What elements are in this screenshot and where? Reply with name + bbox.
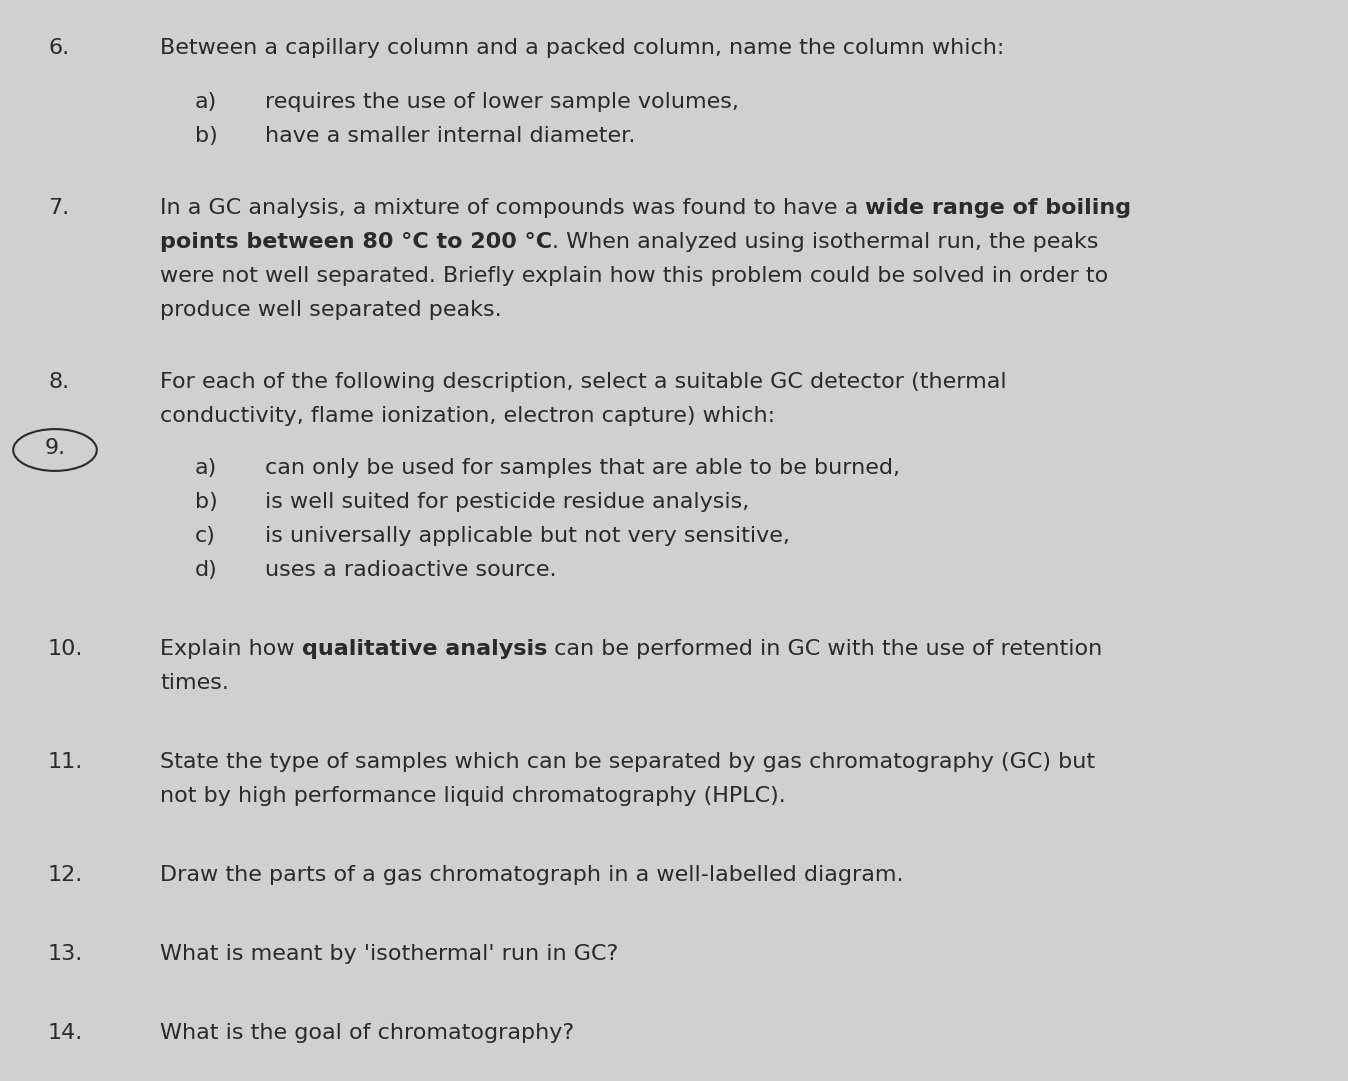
Text: 8.: 8.: [49, 372, 69, 392]
Text: requires the use of lower sample volumes,: requires the use of lower sample volumes…: [266, 92, 739, 112]
Text: b): b): [195, 492, 218, 512]
Text: For each of the following description, select a suitable GC detector (thermal: For each of the following description, s…: [160, 372, 1007, 392]
Text: 7.: 7.: [49, 198, 69, 218]
Text: is universally applicable but not very sensitive,: is universally applicable but not very s…: [266, 526, 790, 546]
Text: 9.: 9.: [44, 438, 66, 458]
Text: In a GC analysis, a mixture of compounds was found to have a: In a GC analysis, a mixture of compounds…: [160, 198, 865, 218]
Text: c): c): [195, 526, 216, 546]
Text: times.: times.: [160, 673, 229, 693]
Text: What is the goal of chromatography?: What is the goal of chromatography?: [160, 1023, 574, 1043]
Text: a): a): [195, 458, 217, 478]
Text: can be performed in GC with the use of retention: can be performed in GC with the use of r…: [547, 639, 1103, 659]
Text: not by high performance liquid chromatography (HPLC).: not by high performance liquid chromatog…: [160, 786, 786, 806]
Text: 13.: 13.: [49, 944, 84, 964]
Text: have a smaller internal diameter.: have a smaller internal diameter.: [266, 126, 635, 146]
Text: Between a capillary column and a packed column, name the column which:: Between a capillary column and a packed …: [160, 38, 1004, 58]
Text: qualitative analysis: qualitative analysis: [302, 639, 547, 659]
Text: Draw the parts of a gas chromatograph in a well-labelled diagram.: Draw the parts of a gas chromatograph in…: [160, 865, 903, 885]
Text: . When analyzed using isothermal run, the peaks: . When analyzed using isothermal run, th…: [553, 232, 1099, 252]
Text: b): b): [195, 126, 218, 146]
Text: State the type of samples which can be separated by gas chromatography (GC) but: State the type of samples which can be s…: [160, 752, 1095, 772]
Text: a): a): [195, 92, 217, 112]
Text: points between 80 °C to 200 °C: points between 80 °C to 200 °C: [160, 232, 553, 252]
Text: can only be used for samples that are able to be burned,: can only be used for samples that are ab…: [266, 458, 900, 478]
Text: 6.: 6.: [49, 38, 69, 58]
Text: 10.: 10.: [49, 639, 84, 659]
Text: uses a radioactive source.: uses a radioactive source.: [266, 560, 557, 580]
Text: wide range of boiling: wide range of boiling: [865, 198, 1131, 218]
Text: 14.: 14.: [49, 1023, 84, 1043]
Text: Explain how: Explain how: [160, 639, 302, 659]
Text: is well suited for pesticide residue analysis,: is well suited for pesticide residue ana…: [266, 492, 749, 512]
Text: d): d): [195, 560, 218, 580]
Text: 11.: 11.: [49, 752, 84, 772]
Text: 12.: 12.: [49, 865, 84, 885]
Text: What is meant by 'isothermal' run in GC?: What is meant by 'isothermal' run in GC?: [160, 944, 619, 964]
Text: conductivity, flame ionization, electron capture) which:: conductivity, flame ionization, electron…: [160, 406, 775, 426]
Text: were not well separated. Briefly explain how this problem could be solved in ord: were not well separated. Briefly explain…: [160, 266, 1108, 286]
Text: produce well separated peaks.: produce well separated peaks.: [160, 301, 501, 320]
